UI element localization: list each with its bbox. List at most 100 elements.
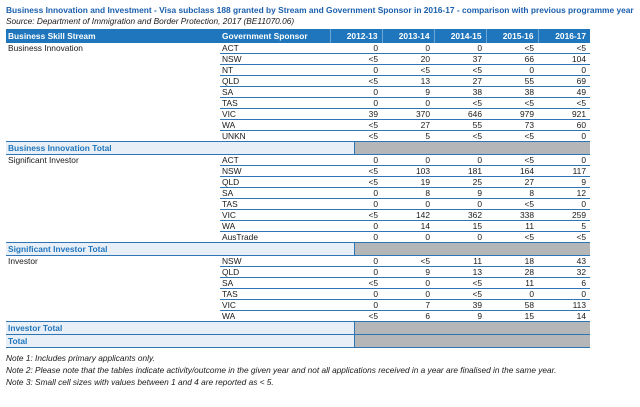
table-row: QLD 0 9 13 28 32 <box>6 266 590 278</box>
sponsor-cell: NSW <box>220 53 330 65</box>
col-header-year-2013-14: 2013-14 <box>381 29 434 43</box>
value-cell: 0 <box>330 64 382 76</box>
value-cell: 39 <box>330 108 382 120</box>
stream-cell <box>6 65 220 76</box>
sponsor-cell: QLD <box>220 176 330 188</box>
note-line-1: Note 1: Includes primary applicants only… <box>6 353 155 363</box>
total-row: Business Innovation Total <box>6 141 590 155</box>
total-inner: Investor Total <box>6 322 590 334</box>
value-cell: <5 <box>538 43 590 54</box>
table-row: Significant Investor ACT 0 0 0 <5 0 <box>6 154 590 166</box>
stream-cell: Business Innovation <box>8 43 83 54</box>
stream-cell <box>6 177 220 188</box>
table-row: WA <5 27 55 73 60 <box>6 119 590 131</box>
value-cell: 0 <box>434 198 486 210</box>
value-cell: 38 <box>434 86 486 98</box>
value-cell: 0 <box>330 220 382 232</box>
total-cell: Investor Total <box>6 321 590 335</box>
value-cell: 362 <box>434 209 486 221</box>
total-cell: Business Innovation Total <box>6 141 590 155</box>
value-cell: 0 <box>382 277 434 289</box>
value-cell: 0 <box>330 97 382 109</box>
value-cell: 117 <box>538 165 590 177</box>
value-cell: 0 <box>330 266 382 278</box>
value-cell: 9 <box>434 310 486 322</box>
stream-cell <box>6 120 220 131</box>
sponsor-cell: NSW <box>220 255 330 267</box>
value-cell: 5 <box>382 130 434 142</box>
table-row: WA <5 6 9 15 14 <box>6 310 590 322</box>
value-cell: 0 <box>330 86 382 98</box>
sponsor-cell: QLD <box>220 266 330 278</box>
value-cell: 0 <box>486 64 538 76</box>
total-cell: Significant Investor Total <box>6 242 590 256</box>
value-cell: 0 <box>382 154 434 166</box>
table-row: VIC 0 7 39 58 113 <box>6 299 590 311</box>
value-cell: 13 <box>382 75 434 87</box>
total-inner: Business Innovation Total <box>6 142 590 154</box>
value-cell: 8 <box>486 187 538 199</box>
col-header-sponsor: Government Sponsor <box>220 29 330 43</box>
sponsor-cell: WA <box>220 310 330 322</box>
value-cell: 113 <box>538 299 590 311</box>
value-cell: 0 <box>330 154 382 166</box>
value-cell: 0 <box>382 43 434 54</box>
col-header-year-2014-15: 2014-15 <box>433 29 486 43</box>
value-cell: 39 <box>434 299 486 311</box>
value-cell: 55 <box>486 75 538 87</box>
table-row: Investor NSW 0 <5 11 18 43 <box>6 255 590 267</box>
value-cell: 0 <box>434 231 486 243</box>
value-cell: 104 <box>538 53 590 65</box>
stream-cell <box>6 300 220 311</box>
table-row: TAS 0 0 <5 0 0 <box>6 288 590 300</box>
table-row: QLD <5 13 27 55 69 <box>6 75 590 87</box>
value-cell: <5 <box>330 165 382 177</box>
stream-cell: Significant Investor <box>8 155 79 166</box>
table-row: SA <5 0 <5 11 6 <box>6 277 590 289</box>
col-header-year-2015-16: 2015-16 <box>485 29 538 43</box>
value-cell: 646 <box>434 108 486 120</box>
sponsor-cell: SA <box>220 277 330 289</box>
table-row: AusTrade 0 0 0 <5 <5 <box>6 231 590 243</box>
value-cell: 15 <box>486 310 538 322</box>
value-cell: 0 <box>538 130 590 142</box>
value-cell: 0 <box>538 64 590 76</box>
sponsor-cell: NSW <box>220 165 330 177</box>
value-cell: 164 <box>486 165 538 177</box>
value-cell: 0 <box>330 299 382 311</box>
value-cell: <5 <box>434 277 486 289</box>
value-cell: 979 <box>486 108 538 120</box>
value-cell: 0 <box>330 187 382 199</box>
sponsor-cell: SA <box>220 86 330 98</box>
stream-cell <box>6 166 220 177</box>
value-cell: <5 <box>486 43 538 54</box>
sponsor-cell: VIC <box>220 299 330 311</box>
value-cell: <5 <box>330 119 382 131</box>
sponsor-cell: TAS <box>220 288 330 300</box>
table-row: SA 0 8 9 8 12 <box>6 187 590 199</box>
value-cell: 9 <box>538 176 590 188</box>
value-cell: 0 <box>330 43 382 54</box>
value-cell: 38 <box>486 86 538 98</box>
value-cell: 18 <box>486 255 538 267</box>
stream-cell: Investor <box>8 256 38 267</box>
stream-cell <box>6 232 220 243</box>
stream-cell <box>6 131 220 142</box>
value-cell: <5 <box>330 176 382 188</box>
table-row: NSW <5 103 181 164 117 <box>6 165 590 177</box>
value-cell: 12 <box>538 187 590 199</box>
value-cell: 103 <box>382 165 434 177</box>
value-cell: 73 <box>486 119 538 131</box>
table-row: NT 0 <5 <5 0 0 <box>6 64 590 76</box>
value-cell: 0 <box>538 288 590 300</box>
value-cell: <5 <box>330 75 382 87</box>
stream-cell <box>6 289 220 300</box>
value-cell: <5 <box>330 53 382 65</box>
sponsor-cell: QLD <box>220 75 330 87</box>
sponsor-cell: SA <box>220 187 330 199</box>
total-label: Business Innovation Total <box>6 142 355 154</box>
sponsor-cell: WA <box>220 119 330 131</box>
col-header-year-2012-13: 2012-13 <box>329 29 382 43</box>
total-gray-fill <box>355 335 590 347</box>
value-cell: 25 <box>434 176 486 188</box>
